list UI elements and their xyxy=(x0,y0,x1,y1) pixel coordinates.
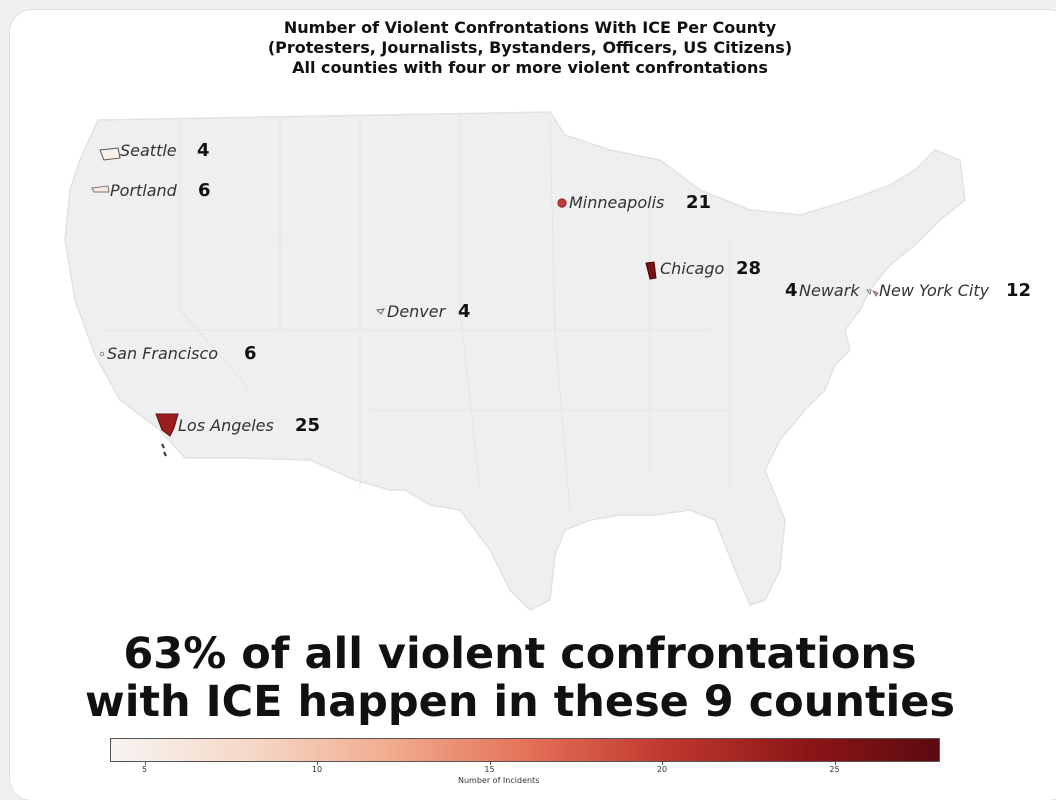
label-seattle: Seattle xyxy=(120,141,177,160)
county-los-angeles-islands xyxy=(161,443,167,457)
county-minneapolis xyxy=(557,198,567,208)
colorbar-tick-label: 5 xyxy=(141,765,148,774)
label-los-angeles: Los Angeles xyxy=(178,416,274,435)
colorbar xyxy=(110,738,940,762)
colorbar-tick xyxy=(489,761,491,765)
county-chicago xyxy=(645,261,657,280)
label-portland: Portland xyxy=(110,181,177,200)
us-outline xyxy=(64,111,966,611)
title-line-2: (Protesters, Journalists, Bystanders, Of… xyxy=(267,38,793,57)
value-san-francisco: 6 xyxy=(244,343,257,364)
label-newark: Newark xyxy=(799,281,860,300)
us-map xyxy=(64,111,966,611)
value-los-angeles: 25 xyxy=(295,415,321,436)
value-newark: 4 xyxy=(785,280,798,301)
label-chicago: Chicago xyxy=(660,259,725,278)
title-line-3: All counties with four or more violent c… xyxy=(292,58,768,77)
county-san-francisco xyxy=(99,351,105,357)
county-seattle xyxy=(99,147,121,161)
county-newark xyxy=(866,289,872,295)
colorbar-tick xyxy=(662,761,663,765)
label-new-york-city: New York City xyxy=(879,281,990,300)
colorbar-tick-label: 25 xyxy=(829,765,840,774)
headline: 63% of all violent confrontations with I… xyxy=(10,630,1030,726)
value-new-york-city: 12 xyxy=(1006,280,1032,301)
value-denver: 4 xyxy=(458,301,471,322)
colorbar-tick xyxy=(317,761,318,765)
colorbar-label: Number of Incidents xyxy=(458,776,540,785)
value-minneapolis: 21 xyxy=(686,192,712,213)
county-denver xyxy=(375,308,385,315)
county-los-angeles xyxy=(155,413,179,437)
colorbar-tick xyxy=(144,761,146,765)
colorbar-tick xyxy=(834,761,836,765)
value-seattle: 4 xyxy=(197,140,210,161)
title-line-1: Number of Violent Confrontations With IC… xyxy=(283,18,777,37)
colorbar-tick-label: 10 xyxy=(311,765,323,774)
label-san-francisco: San Francisco xyxy=(107,344,219,363)
colorbar-tick-label: 15 xyxy=(484,765,495,774)
state-borders xyxy=(90,114,731,511)
post-card: Number of Violent Confrontations With IC… xyxy=(10,10,1056,800)
county-portland xyxy=(91,185,110,193)
value-portland: 6 xyxy=(198,180,211,201)
value-chicago: 28 xyxy=(736,258,762,279)
label-minneapolis: Minneapolis xyxy=(569,193,665,212)
headline-line-2: with ICE happen in these 9 counties xyxy=(84,677,955,727)
colorbar-tick-label: 20 xyxy=(656,765,668,774)
label-denver: Denver xyxy=(387,302,446,321)
headline-line-1: 63% of all violent confrontations xyxy=(123,629,917,679)
county-new-york-city xyxy=(872,290,879,297)
map-title: Number of Violent Confrontations With IC… xyxy=(10,18,1050,78)
